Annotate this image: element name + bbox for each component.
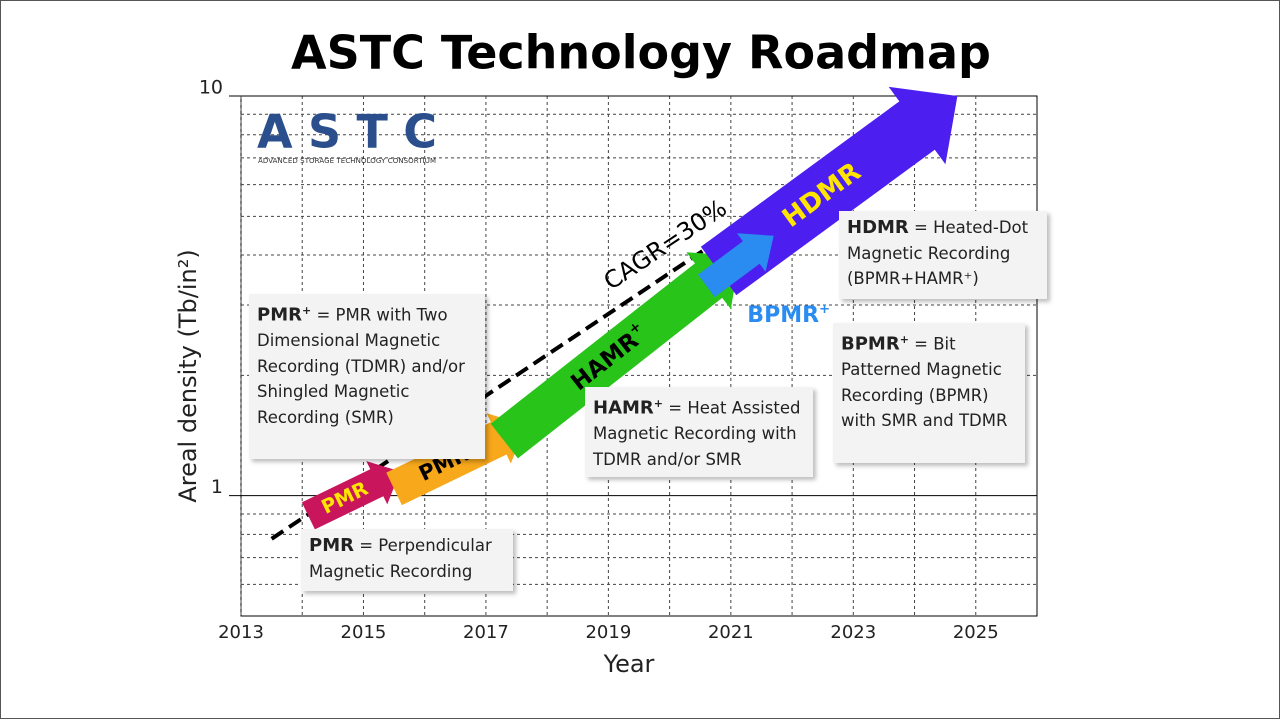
note-term: PMR <box>309 535 354 556</box>
note-term: BPMR <box>841 333 900 355</box>
x-axis-label: Year <box>603 650 655 678</box>
note-term-sup: + <box>653 397 663 410</box>
note-text: = Perpendicular Magnetic Recording <box>309 536 492 581</box>
x-tick-label: 2017 <box>463 622 509 643</box>
note-term: PMR <box>257 304 302 326</box>
x-tick-label: 2013 <box>218 622 264 643</box>
chart-title: ASTC Technology Roadmap <box>291 26 991 80</box>
note-box: HDMR = Heated-Dot Magnetic Recording (BP… <box>839 211 1047 299</box>
arrow-label-sup: + <box>819 301 830 316</box>
y-axis-label: Areal density (Tb/in²) <box>174 249 202 502</box>
logo-name: ASTC <box>257 105 437 159</box>
note-text: = Heated-Dot Magnetic Recording (BPMR+HA… <box>847 218 1029 288</box>
tech-arrow <box>386 413 526 506</box>
x-tick-label: 2021 <box>708 622 754 643</box>
arrow-label: BPMR+ <box>747 301 830 328</box>
tech-arrow <box>490 252 741 459</box>
note-term-sup: + <box>301 304 312 317</box>
note-box: HAMR+ = Heat Assisted Magnetic Recording… <box>585 387 813 477</box>
arrow-label-term: BPMR <box>747 303 819 328</box>
note-text: = Bit Patterned Magnetic Recording (BPMR… <box>841 334 1008 431</box>
note-text: = Heat Assisted Magnetic Recording with … <box>593 398 801 469</box>
x-tick-label: 2025 <box>953 622 999 643</box>
x-tick-label: 2015 <box>341 622 387 643</box>
note-term-sup: + <box>899 333 909 346</box>
y-tick-label: 10 <box>199 77 223 99</box>
note-box: BPMR+ = Bit Patterned Magnetic Recording… <box>833 323 1025 463</box>
note-box: PMR+ = PMR with Two Dimensional Magnetic… <box>249 294 485 459</box>
note-text: = PMR with Two Dimensional Magnetic Reco… <box>257 305 465 427</box>
tech-arrow <box>698 233 774 298</box>
note-term: HDMR <box>847 217 909 238</box>
note-term: HAMR <box>593 397 654 419</box>
logo-subtitle: ADVANCED STORAGE TECHNOLOGY CONSORTIUM <box>258 157 436 165</box>
x-tick-label: 2023 <box>830 622 876 643</box>
note-box: PMR = Perpendicular Magnetic Recording <box>301 529 513 591</box>
tech-arrow <box>301 461 401 530</box>
x-tick-label: 2019 <box>585 622 631 643</box>
y-tick-label: 1 <box>211 476 223 498</box>
